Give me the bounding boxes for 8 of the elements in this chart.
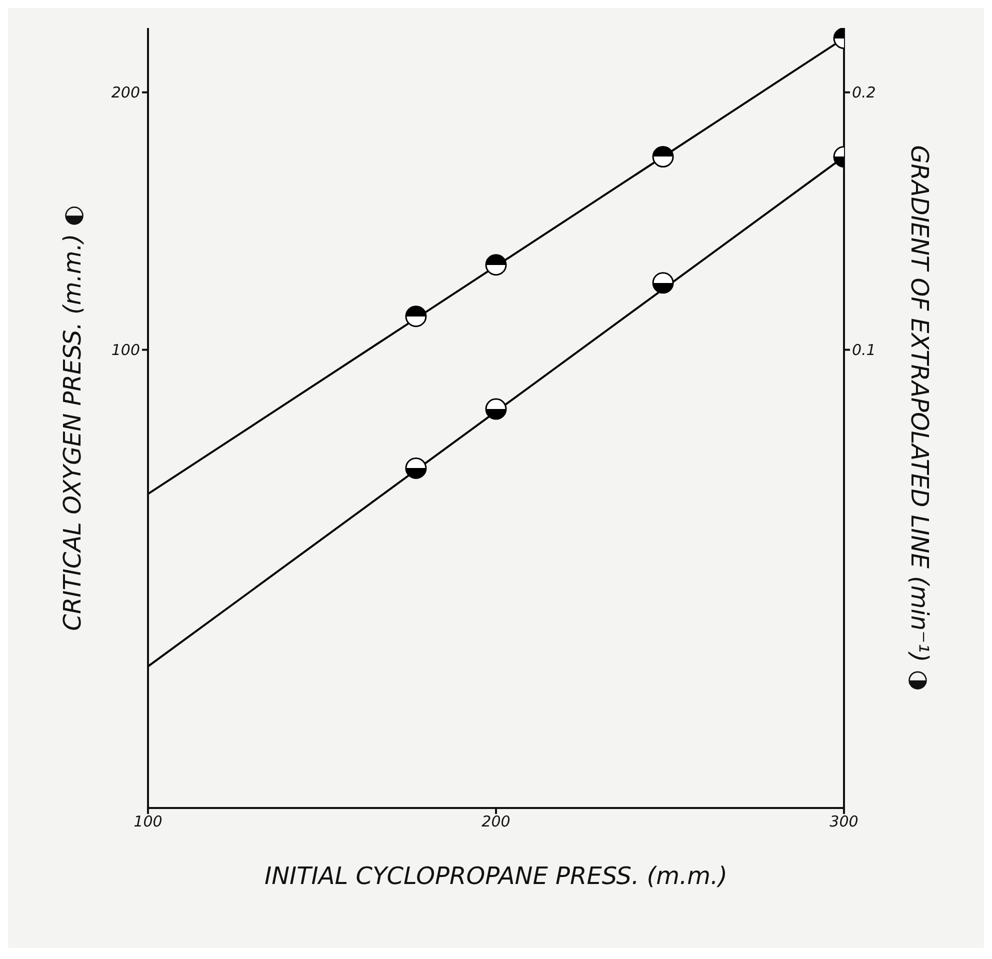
y2-tick-label: 0.2 bbox=[852, 84, 876, 102]
y2-tick-label: 0.1 bbox=[852, 341, 876, 360]
y2-axis-title: GRADIENT OF EXTRAPOLATED LINE (min⁻¹) ◑ bbox=[905, 145, 934, 691]
x-axis-title: INITIAL CYCLOPROPANE PRESS. (m.m.) bbox=[264, 862, 728, 890]
y-axis-title: CRITICAL OXYGEN PRESS. (m.m.) ◐ bbox=[58, 205, 87, 631]
x-tick-label: 200 bbox=[482, 812, 510, 831]
x-tick-label: 100 bbox=[134, 812, 162, 831]
x-tick-label: 300 bbox=[830, 812, 858, 831]
